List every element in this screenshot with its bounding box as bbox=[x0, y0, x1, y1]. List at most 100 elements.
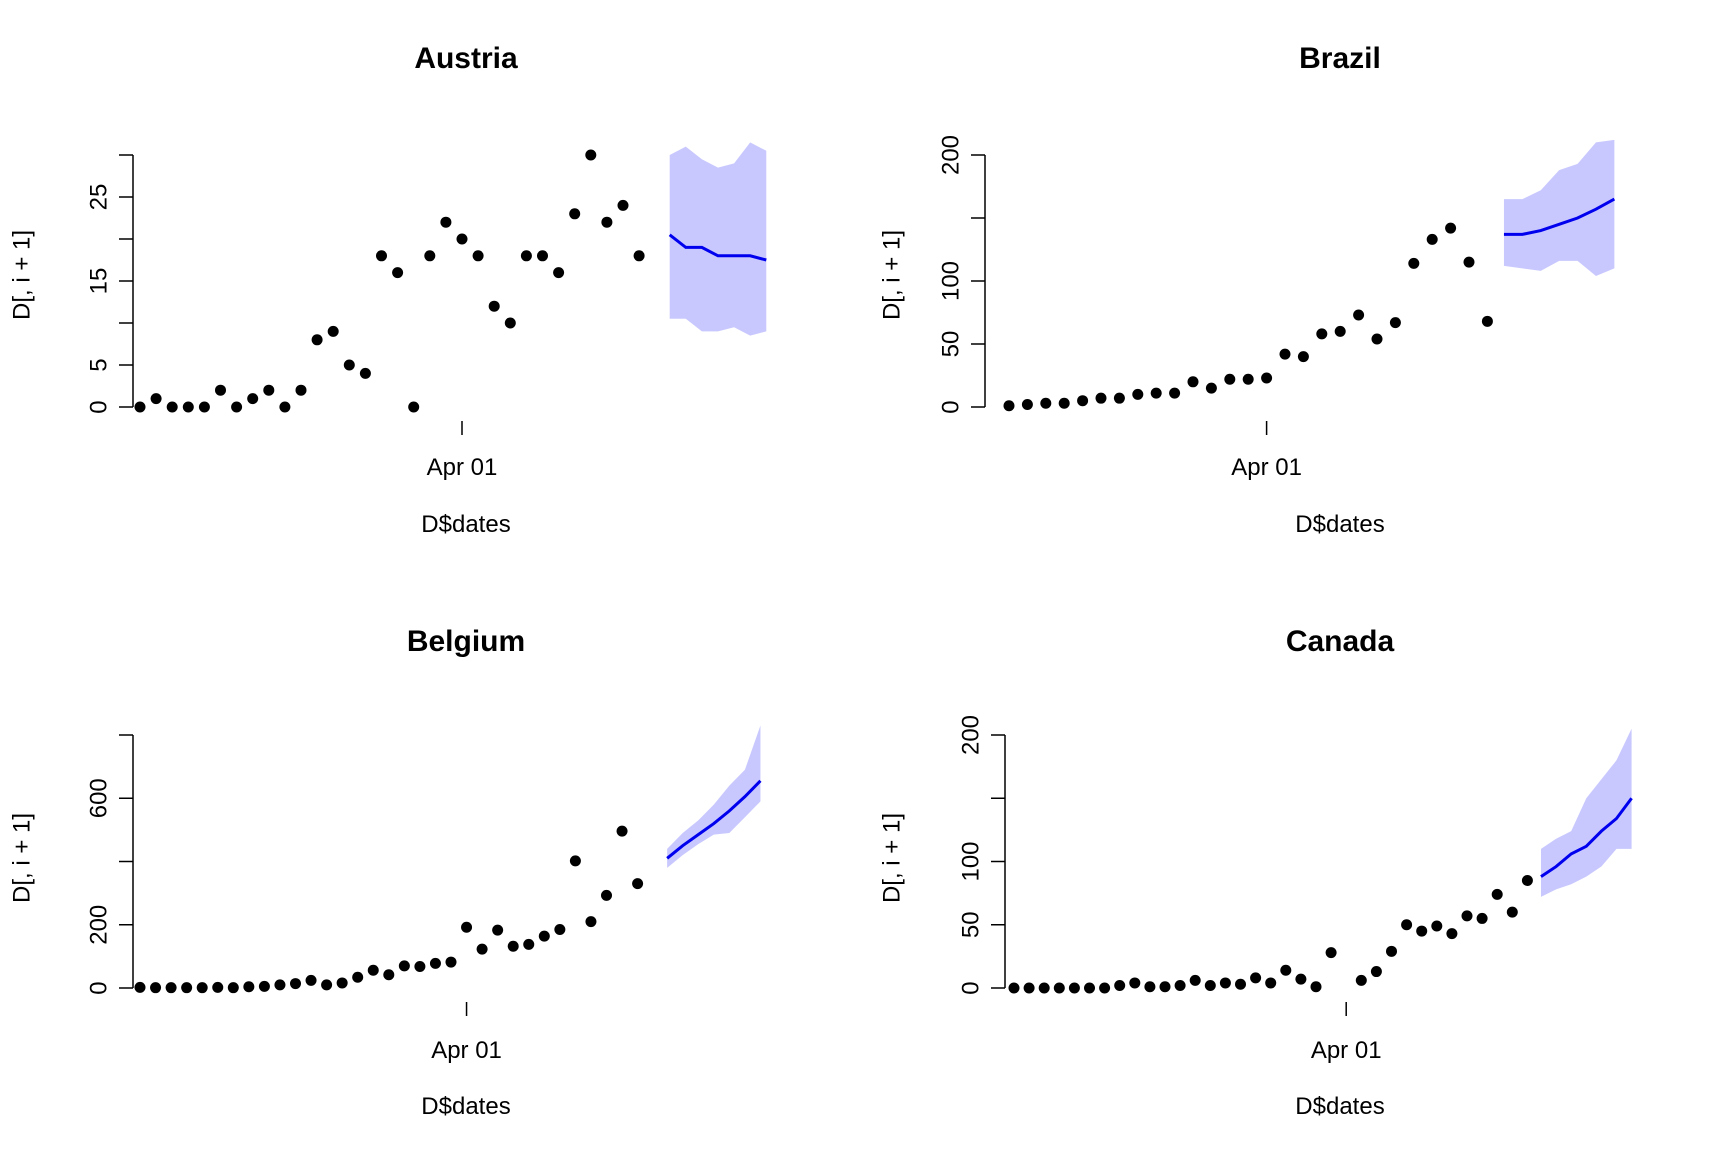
data-point bbox=[1445, 222, 1457, 234]
y-tick-label: 25 bbox=[86, 184, 113, 211]
data-point bbox=[1353, 309, 1365, 321]
x-axis-label: D$dates bbox=[1295, 1093, 1384, 1120]
data-point bbox=[1053, 982, 1065, 994]
data-point bbox=[1280, 964, 1292, 976]
forecast-line bbox=[666, 779, 762, 860]
data-point bbox=[456, 233, 468, 245]
data-point bbox=[1355, 974, 1367, 986]
data-point bbox=[414, 960, 426, 972]
data-point bbox=[352, 971, 364, 983]
data-point bbox=[507, 940, 519, 952]
data-point bbox=[336, 977, 348, 989]
data-point bbox=[1235, 978, 1246, 990]
data-point bbox=[134, 981, 146, 993]
data-point bbox=[1174, 979, 1186, 991]
data-point bbox=[440, 216, 452, 228]
data-point bbox=[1408, 257, 1420, 269]
data-point bbox=[429, 957, 441, 969]
x-tick-label: Apr 01 bbox=[431, 1037, 502, 1064]
data-point bbox=[1144, 981, 1156, 993]
data-point bbox=[1129, 977, 1141, 989]
data-point bbox=[632, 878, 644, 890]
y-tick-label: 0 bbox=[86, 400, 113, 413]
data-point bbox=[321, 979, 333, 991]
data-point bbox=[1021, 398, 1033, 410]
data-point bbox=[295, 384, 307, 396]
data-point bbox=[601, 889, 612, 901]
forecast-band bbox=[1503, 139, 1615, 276]
data-point bbox=[305, 974, 317, 986]
data-point bbox=[1003, 400, 1015, 412]
data-point bbox=[279, 401, 291, 413]
data-point bbox=[1224, 373, 1236, 385]
y-tick-label: 0 bbox=[86, 981, 113, 994]
data-point bbox=[1150, 387, 1162, 399]
forecast-line bbox=[668, 233, 767, 262]
data-point bbox=[1219, 977, 1231, 989]
data-point bbox=[243, 981, 255, 993]
data-point bbox=[1401, 919, 1413, 931]
data-point bbox=[1023, 982, 1035, 994]
data-point bbox=[461, 921, 473, 933]
data-point bbox=[1242, 373, 1254, 385]
x-axis-label: D$dates bbox=[421, 1093, 510, 1120]
data-point bbox=[1250, 972, 1262, 984]
data-point bbox=[1261, 372, 1273, 384]
y-axis-label: D[, i + 1] bbox=[9, 230, 36, 320]
data-point bbox=[227, 982, 239, 994]
data-point bbox=[1426, 233, 1438, 245]
data-point bbox=[212, 981, 224, 993]
data-point bbox=[311, 334, 323, 346]
data-point bbox=[1371, 333, 1383, 345]
x-axis-label: D$dates bbox=[421, 511, 510, 538]
x-axis-label: D$dates bbox=[1295, 511, 1384, 538]
data-point bbox=[327, 325, 339, 337]
data-point bbox=[343, 359, 355, 371]
y-tick-label: 0 bbox=[938, 400, 965, 413]
data-point bbox=[247, 393, 259, 405]
y-tick-label: 5 bbox=[86, 358, 113, 371]
data-point bbox=[1310, 981, 1322, 993]
panel-belgium: Belgium 0 200 600 Apr 01 D$dates D[, i + 1] bbox=[9, 625, 762, 1120]
data-point bbox=[165, 982, 177, 994]
data-point bbox=[520, 250, 532, 262]
data-point bbox=[1416, 925, 1428, 937]
data-point bbox=[1077, 395, 1089, 407]
data-point bbox=[1038, 982, 1050, 994]
data-point bbox=[1265, 977, 1277, 989]
data-point bbox=[1169, 387, 1181, 399]
chart-title: Brazil bbox=[1299, 42, 1381, 75]
data-point bbox=[1476, 912, 1488, 924]
data-point bbox=[492, 924, 504, 936]
x-tick-label: Apr 01 bbox=[1311, 1037, 1382, 1064]
panel-brazil: Brazil 0 50 100 200 Apr 01 D$dates D[, i + 1] bbox=[879, 42, 1616, 538]
data-point bbox=[585, 149, 597, 161]
data-point bbox=[181, 982, 193, 994]
chart-title: Austria bbox=[414, 42, 518, 75]
data-point bbox=[1114, 979, 1126, 991]
x-tick-label: Apr 01 bbox=[1231, 454, 1302, 481]
data-point bbox=[504, 317, 516, 329]
data-point bbox=[215, 384, 226, 396]
forecast-line bbox=[1540, 797, 1633, 878]
forecast-line bbox=[1503, 197, 1616, 236]
chart-title: Belgium bbox=[407, 625, 525, 658]
data-point bbox=[1316, 328, 1328, 340]
data-point bbox=[258, 980, 270, 992]
y-tick-label: 200 bbox=[958, 715, 985, 755]
data-point bbox=[1297, 351, 1309, 363]
data-point bbox=[383, 969, 395, 981]
data-point bbox=[1431, 920, 1443, 932]
y-tick-label: 200 bbox=[938, 135, 965, 175]
data-point bbox=[1058, 397, 1070, 409]
data-point bbox=[553, 267, 565, 279]
data-point bbox=[1386, 945, 1397, 957]
data-point bbox=[1325, 947, 1337, 959]
data-point bbox=[198, 401, 210, 413]
data-point bbox=[569, 855, 581, 867]
data-point bbox=[1113, 392, 1125, 404]
data-point bbox=[585, 916, 597, 928]
data-point bbox=[263, 384, 275, 396]
